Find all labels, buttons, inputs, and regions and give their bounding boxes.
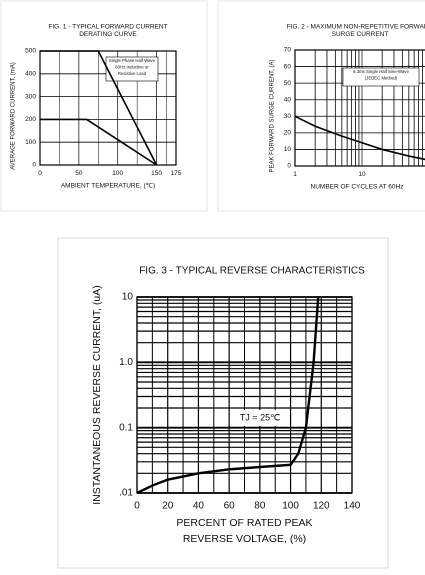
chart-title: FIG. 2 - MAXIMUM NON-REPETITIVE FORWARD [287, 24, 425, 31]
chart-title: FIG. 1 - TYPICAL FORWARD CURRENT [48, 24, 167, 31]
y-tick-label: 0 [32, 162, 36, 169]
x-tick-label: 120 [313, 501, 330, 512]
x-tick-label: 175 [171, 170, 182, 177]
y-tick-label: 300 [25, 93, 36, 100]
y-axis-label: AVERAGE FORWARD CURRENT, (mA) [11, 62, 17, 170]
x-tick-label: 80 [254, 501, 266, 512]
y-tick-label: 70 [284, 47, 292, 54]
plot-frame [136, 296, 353, 494]
x-axis-label: NUMBER OF CYCLES AT 60Hz [311, 184, 404, 191]
x-axis-label: PERCENT OF RATED PEAK [176, 517, 312, 529]
data-line [294, 115, 425, 161]
annotation: TJ = 25℃ [240, 412, 280, 422]
y-tick-label: 20 [284, 130, 292, 137]
chart-subtitle: SURGE CURRENT [332, 31, 389, 38]
y-tick-label: 60 [284, 63, 292, 70]
x-tick-label: 10 [358, 171, 366, 178]
annotation-box [105, 56, 159, 82]
card [57, 237, 389, 569]
y-tick-label: 500 [25, 48, 36, 55]
card [217, 0, 425, 212]
chart-subtitle: DERATING CURVE [79, 31, 137, 38]
x-tick-label: 100 [282, 501, 299, 512]
y-tick-label: 200 [25, 116, 36, 123]
y-tick-label: 100 [25, 139, 36, 146]
y-tick-label: 10 [122, 292, 134, 303]
plot-frame [294, 49, 425, 167]
y-tick-label: 50 [284, 80, 292, 87]
x-tick-label: 60 [224, 501, 236, 512]
x-axis-label: AMBIENT TEMPERATURE, (℃) [61, 183, 155, 190]
x-tick-label: 0 [134, 501, 140, 512]
x-tick-label: 1 [293, 171, 297, 178]
x-tick-label: 100 [112, 170, 123, 177]
y-tick-label: 40 [284, 96, 292, 103]
annotation-box [342, 67, 420, 87]
y-tick-label: 10 [284, 146, 292, 153]
y-tick-label: 30 [284, 113, 292, 120]
x-tick-label: 150 [151, 170, 162, 177]
y-tick-label: 0.1 [119, 422, 133, 433]
annotation: Resistive Load [118, 71, 147, 76]
chart-title: FIG. 3 - TYPICAL REVERSE CHARACTERISTICS [139, 266, 365, 277]
annotation-box [235, 410, 285, 426]
x-axis-label: REVERSE VOLTAGE, (%) [183, 533, 306, 545]
data-line [40, 118, 158, 166]
y-axis-label: PEAK FORWARD SURGE CURRENT, (A) [270, 59, 276, 172]
x-tick-label: 40 [193, 501, 205, 512]
annotation: Single Phase Half Wave [109, 58, 156, 63]
plot-frame [39, 50, 177, 166]
y-tick-label: 400 [25, 71, 36, 78]
y-tick-label: 1.0 [119, 357, 133, 368]
x-tick-label: 140 [344, 501, 361, 512]
x-tick-label: 50 [75, 170, 83, 177]
data-line [40, 50, 158, 166]
x-tick-label: 20 [162, 501, 174, 512]
annotation: 8.3ms Single Half Sine-Wave [353, 69, 409, 74]
data-line [136, 296, 320, 495]
x-tick-label: 0 [38, 170, 42, 177]
annotation: 60Hz Inductive or [115, 65, 149, 70]
y-tick-label: .01 [119, 488, 133, 499]
y-axis-label: INSTANTANEOUS REVERSE CURRENT, (uA) [91, 285, 103, 505]
annotation: (JEDEC Method) [365, 76, 398, 81]
y-tick-label: 0 [287, 163, 291, 170]
card [0, 0, 208, 212]
